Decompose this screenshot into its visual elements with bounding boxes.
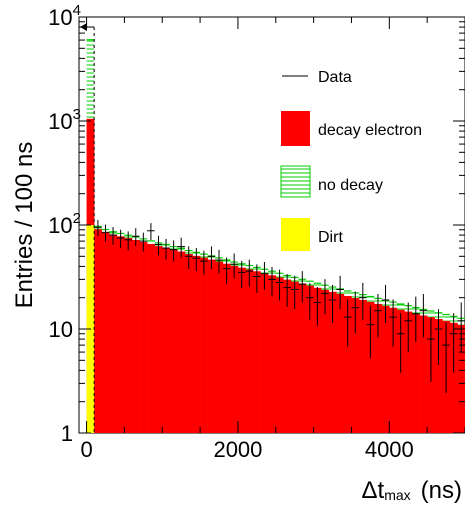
legend-dirt-label: Dirt: [318, 229, 343, 246]
x-tick-label: 2000: [213, 437, 262, 462]
decay-electron-bar: [147, 243, 155, 433]
no-decay-bar: [396, 303, 405, 310]
decay-electron-bar: [207, 259, 216, 433]
x-tick-label: 4000: [365, 437, 414, 462]
no-decay-bar: [343, 290, 352, 297]
x-tick-label: 0: [80, 437, 92, 462]
decay-electron-bar: [184, 254, 193, 433]
decay-electron-bar: [200, 257, 208, 433]
decay-electron-bar: [389, 307, 398, 433]
decay-electron-bar: [412, 313, 420, 433]
decay-electron-bar: [343, 296, 352, 433]
legend: Data decay electron no decay Dirt: [280, 69, 422, 251]
no-decay-bar: [427, 311, 435, 318]
legend-decay-electron-label: decay electron: [318, 122, 422, 139]
decay-electron-bar: [290, 281, 299, 433]
decay-electron-bar: [94, 229, 103, 433]
decay-electron-bar: [131, 239, 140, 433]
legend-dirt-swatch: [281, 218, 310, 251]
decay-electron-bar: [154, 246, 163, 433]
decay-electron-bar: [253, 271, 261, 433]
decay-electron-bar: [177, 251, 186, 433]
decay-electron-bar: [449, 322, 458, 433]
x-axis-title-unit: (ns): [421, 477, 462, 504]
legend-data-label: Data: [318, 69, 352, 86]
y-tick-label: 103: [48, 106, 81, 134]
no-decay-bar: [147, 240, 155, 244]
decay-electron-bar: [230, 265, 239, 433]
no-decay-bar: [313, 283, 322, 288]
decay-electron-bar: [124, 238, 133, 433]
decay-electron-bar: [162, 247, 171, 433]
decay-electron-bar: [434, 318, 443, 433]
decay-electron-bar: [298, 283, 307, 433]
decay-electron-bar: [215, 261, 224, 433]
decay-electron-layer: [86, 118, 465, 433]
y-tick-label: 1: [61, 421, 73, 446]
y-tick-label: 102: [48, 210, 81, 238]
legend-no-decay-swatch: [280, 165, 311, 198]
decay-electron-bar: [109, 234, 118, 433]
decay-electron-bar: [366, 301, 375, 433]
decay-electron-bar: [169, 249, 178, 433]
y-axis-title: Entries / 100 ns: [11, 142, 38, 309]
decay-electron-bar: [374, 303, 383, 433]
x-axis-title-main: Δt: [362, 477, 385, 504]
no-decay-bar: [86, 39, 95, 119]
decay-electron-bar: [419, 315, 428, 433]
decay-electron-bar: [139, 241, 148, 433]
decay-electron-bar: [275, 277, 284, 433]
no-decay-bar: [442, 314, 450, 321]
decay-electron-bar: [101, 232, 110, 433]
decay-electron-bar: [351, 298, 360, 433]
decay-electron-bar: [381, 305, 390, 433]
decay-electron-bar: [116, 236, 125, 433]
axes-layer: 0 2000 4000 1 10 102 103 104: [48, 2, 465, 462]
decay-electron-bar: [404, 311, 413, 433]
decay-electron-bar: [192, 255, 201, 433]
decay-electron-bar: [328, 291, 337, 433]
x-axis-title: Δtmax (ns): [362, 477, 463, 504]
y-tick-label: 10: [49, 317, 73, 342]
decay-electron-bar: [306, 285, 314, 433]
y-tick-label: 104: [48, 2, 81, 30]
decay-electron-bar: [222, 263, 231, 433]
decay-electron-bar: [237, 267, 246, 433]
legend-decay-electron-swatch: [281, 111, 310, 146]
x-axis-title-sub: max: [384, 487, 410, 503]
data-points-layer: [94, 219, 465, 394]
decay-electron-bar: [359, 299, 367, 433]
decay-electron-bar: [457, 324, 465, 433]
decay-electron-bar: [283, 279, 292, 433]
decay-electron-bar: [260, 273, 269, 433]
decay-electron-bar: [321, 289, 330, 433]
decay-electron-bar: [245, 269, 254, 433]
legend-no-decay-label: no decay: [318, 177, 383, 194]
decay-electron-bar: [336, 293, 345, 433]
decay-electron-bar: [268, 275, 277, 433]
no-decay-bar: [366, 296, 375, 302]
decay-electron-bar: [313, 287, 322, 433]
